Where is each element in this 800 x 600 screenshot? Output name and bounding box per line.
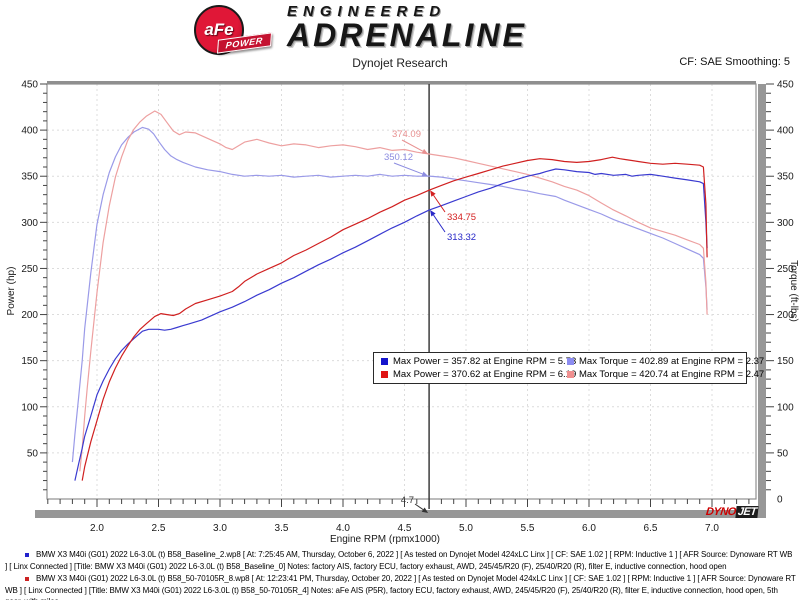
svg-text:250: 250: [777, 264, 794, 275]
dynojet-logo-jet: JET: [735, 506, 760, 518]
legend-swatch-afe-torque-icon: [567, 371, 574, 378]
cursor-rpm-label: 4.7: [401, 495, 429, 513]
svg-text:450: 450: [777, 80, 794, 91]
brand-line-engineered: ENGINEERED: [287, 3, 447, 20]
legend-label: Max Torque = 420.74 at Engine RPM = 2.47: [579, 369, 765, 380]
legend-swatch-afe-power-icon: [381, 371, 388, 378]
cursor-annotations: 374.09 350.12 334.75 313.32: [384, 129, 476, 243]
run-bullet-afe-icon: [25, 577, 29, 581]
svg-text:4.7: 4.7: [401, 495, 414, 506]
svg-text:0: 0: [777, 495, 783, 506]
legend-swatch-baseline-torque-icon: [567, 358, 574, 365]
tick-labels: 2.0 2.5 3.0 3.5 4.0 4.5 5.0 5.5 6.0 6.5 7.0 0 50 50 10…: [21, 80, 794, 535]
annotation-value: 350.12: [384, 152, 413, 163]
curve-baseline-power: [74, 168, 708, 481]
dynojet-logo: DYNOJET: [705, 506, 760, 518]
axis-ticks: [40, 83, 774, 507]
y-axis-title-right: Torque (ft-lbs): [788, 260, 799, 322]
run-note-afe: BMW X3 M40i (G01) 2022 L6-3.0L (t) B58_5…: [5, 573, 796, 600]
svg-text:100: 100: [21, 402, 38, 413]
legend-item-afe-power: Max Power = 370.62 at Engine RPM = 6.19: [381, 369, 576, 380]
curve-afe-torque: [79, 110, 708, 472]
svg-text:4.5: 4.5: [398, 523, 412, 534]
svg-text:300: 300: [21, 218, 38, 229]
svg-text:400: 400: [21, 126, 38, 137]
svg-text:50: 50: [777, 448, 789, 459]
annotation-value: 334.75: [447, 212, 476, 223]
svg-text:300: 300: [777, 218, 794, 229]
run-notes: BMW X3 M40i (G01) 2022 L6-3.0L (t) B58_B…: [0, 549, 800, 600]
svg-text:50: 50: [27, 448, 39, 459]
chart-legend: Max Power = 357.82 at Engine RPM = 5.73 …: [373, 352, 764, 384]
svg-text:150: 150: [777, 356, 794, 367]
svg-text:2.5: 2.5: [152, 523, 166, 534]
dynojet-logo-dyno: DYNO: [705, 506, 737, 518]
brand-wordmark: ENGINEERED ADRENALINE: [287, 3, 527, 54]
page-title: Dynojet Research: [352, 56, 448, 70]
legend-label: Max Torque = 402.89 at Engine RPM = 2.37: [579, 356, 765, 367]
svg-text:350: 350: [777, 172, 794, 183]
legend-row: Max Power = 357.82 at Engine RPM = 5.73 …: [374, 356, 764, 367]
legend-item-afe-torque: Max Torque = 420.74 at Engine RPM = 2.47: [567, 369, 764, 380]
legend-label: Max Power = 357.82 at Engine RPM = 5.73: [393, 356, 577, 367]
svg-text:200: 200: [777, 310, 794, 321]
run-note-baseline: BMW X3 M40i (G01) 2022 L6-3.0L (t) B58_B…: [5, 549, 796, 572]
legend-row: Max Power = 370.62 at Engine RPM = 6.19 …: [374, 369, 764, 380]
run-note-text: BMW X3 M40i (G01) 2022 L6-3.0L (t) B58_B…: [5, 550, 793, 571]
plot-border: [46, 83, 757, 500]
legend-item-baseline-power: Max Power = 357.82 at Engine RPM = 5.73: [381, 356, 576, 367]
svg-text:7.0: 7.0: [705, 523, 719, 534]
svg-text:6.0: 6.0: [582, 523, 596, 534]
legend-label: Max Power = 370.62 at Engine RPM = 6.19: [393, 369, 577, 380]
x-axis-title: Engine RPM (rpmx1000): [330, 534, 440, 545]
gridlines: [47, 84, 756, 499]
report-header: aFe POWER ENGINEERED ADRENALINE Dynojet …: [0, 0, 800, 75]
svg-text:400: 400: [777, 126, 794, 137]
svg-text:4.0: 4.0: [336, 523, 350, 534]
svg-text:5.0: 5.0: [459, 523, 473, 534]
plot-top-bar: [47, 81, 756, 84]
annotation-value: 313.32: [447, 232, 476, 243]
afe-power-logo: aFe POWER: [194, 5, 294, 55]
annotation-value: 374.09: [392, 129, 421, 140]
curve-afe-power: [81, 156, 708, 481]
svg-text:100: 100: [777, 402, 794, 413]
run-note-text: BMW X3 M40i (G01) 2022 L6-3.0L (t) B58_5…: [5, 574, 796, 600]
svg-text:2.0: 2.0: [90, 523, 104, 534]
h-scrollbar: [35, 510, 766, 518]
axis-titles: Engine RPM (rpmx1000) Power (hp) Torque (f…: [6, 260, 799, 545]
svg-text:3.5: 3.5: [275, 523, 289, 534]
legend-item-baseline-torque: Max Torque = 402.89 at Engine RPM = 2.37: [567, 356, 764, 367]
svg-text:450: 450: [21, 80, 38, 91]
smoothing-info: CF: SAE Smoothing: 5: [679, 56, 790, 68]
y-axis-title-left: Power (hp): [6, 267, 17, 316]
v-scrollbar: [758, 84, 766, 518]
svg-text:5.5: 5.5: [521, 523, 535, 534]
svg-text:350: 350: [21, 172, 38, 183]
legend-swatch-baseline-power-icon: [381, 358, 388, 365]
brand-line-adrenaline: ADRENALINE: [287, 17, 527, 53]
svg-text:200: 200: [21, 310, 38, 321]
curve-baseline-torque: [71, 126, 708, 463]
svg-text:150: 150: [21, 356, 38, 367]
run-bullet-baseline-icon: [25, 553, 29, 557]
dyno-curves: [71, 110, 708, 481]
svg-text:3.0: 3.0: [213, 523, 227, 534]
svg-text:250: 250: [21, 264, 38, 275]
afe-logo-text: aFe: [204, 20, 234, 39]
svg-text:6.5: 6.5: [644, 523, 658, 534]
